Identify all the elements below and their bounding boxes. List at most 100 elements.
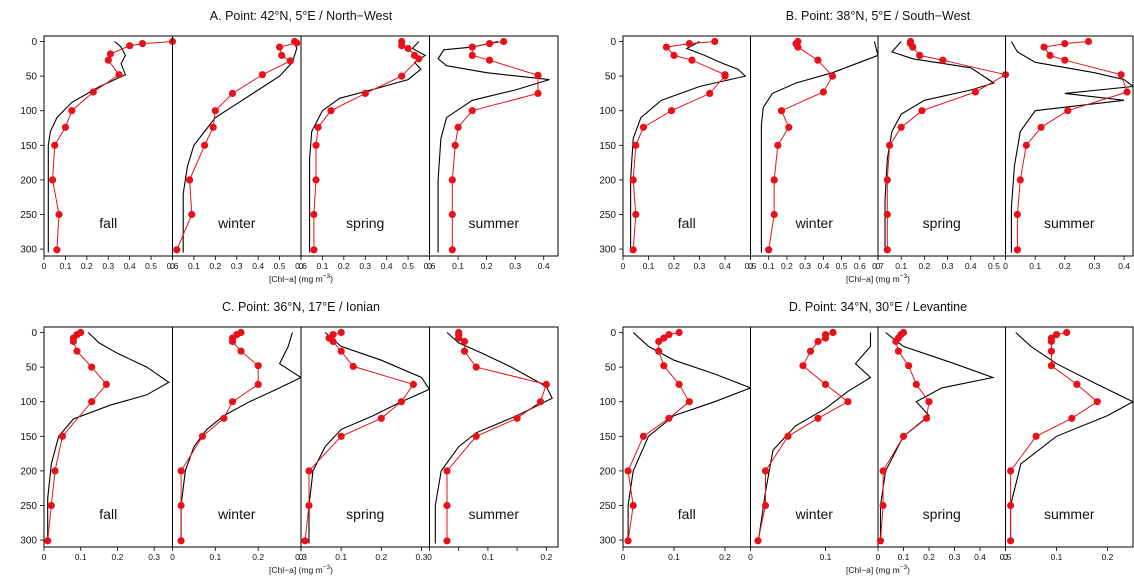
x-tick-label: 0.2 [918, 261, 930, 271]
data-point [883, 176, 891, 184]
data-point [1061, 56, 1069, 64]
data-point [675, 380, 683, 388]
x-axis-label: [Chl−a] (mg m−3) [269, 273, 333, 284]
y-tick-label: 300 [599, 245, 616, 256]
x-tick-label: 0.2 [668, 261, 680, 271]
data-point [201, 141, 209, 149]
x-tick-label: 0.2 [781, 261, 793, 271]
data-point [905, 362, 913, 370]
profile-line-model [1010, 332, 1133, 544]
data-point [844, 398, 852, 406]
x-tick-label: 0.1 [209, 552, 221, 562]
profile-line-model [437, 40, 550, 253]
x-tick-label: 0.3 [148, 552, 160, 562]
x-tick-label: 0 [170, 261, 175, 271]
data-point [258, 71, 266, 79]
x-tick-label: 0.1 [335, 552, 347, 562]
x-tick-label: 0.4 [965, 261, 977, 271]
season-panel-winter: 0 0.1 winter [748, 326, 879, 562]
data-point [1064, 107, 1072, 115]
x-tick-label: 0.5 [274, 261, 286, 271]
data-point [329, 337, 337, 346]
profile-line-model [180, 332, 301, 544]
data-point [49, 176, 57, 184]
profile-line-model [757, 332, 872, 544]
y-tick-label: 200 [599, 175, 616, 186]
data-point [177, 537, 185, 545]
season-panel-winter: 0 0.1 0.2 0.3 winter [170, 326, 307, 562]
x-tick-label: 0.1 [452, 261, 464, 271]
data-point [925, 398, 933, 406]
data-point [897, 123, 905, 131]
data-point [443, 467, 451, 475]
x-tick-label: 0.2 [252, 552, 264, 562]
season-label: fall [678, 506, 696, 522]
y-tick-label: 50 [605, 72, 617, 83]
data-point [173, 246, 181, 254]
data-point [55, 210, 63, 219]
chart-panel-1: B. Point: 38°N, 5°E / South−West 0 50 100 15… [599, 9, 1134, 284]
data-point [485, 56, 494, 64]
x-tick-label: 0.5 [402, 261, 414, 271]
data-point [337, 432, 345, 440]
y-tick-label: 250 [599, 501, 616, 512]
x-tick-label: 0.5 [1000, 552, 1012, 562]
data-point [305, 501, 313, 510]
data-point [655, 337, 663, 346]
profile-line-model [308, 332, 430, 544]
x-tick-label: 0 [748, 552, 753, 562]
data-point [632, 210, 640, 219]
chart-panel-2: C. Point: 36°N, 17°E / Ionian 0 50 100 150 20… [20, 300, 559, 575]
x-tick-label: 0.1 [75, 552, 87, 562]
data-point [310, 246, 318, 254]
data-point [536, 398, 545, 406]
panel-frame [429, 326, 559, 548]
x-tick-label: 0.1 [898, 552, 910, 562]
y-tick-label: 200 [599, 466, 616, 477]
data-point [106, 50, 114, 58]
season-label: summer [468, 506, 519, 522]
x-tick-label: 0.3 [949, 552, 961, 562]
data-point [761, 467, 770, 475]
data-point [665, 331, 673, 339]
data-point [69, 337, 77, 346]
x-tick-label: 0.3 [509, 261, 521, 271]
data-point [53, 246, 61, 254]
season-panel-summer: 0 0.1 0.2 summer [1003, 326, 1134, 562]
data-point [639, 432, 648, 440]
data-point [918, 107, 926, 115]
data-point [228, 89, 237, 97]
y-tick-label: 100 [599, 397, 616, 408]
data-point [472, 432, 480, 440]
x-tick-label: 0 [876, 552, 881, 562]
data-point [73, 347, 81, 355]
data-point [186, 176, 194, 184]
season-label: winter [217, 506, 256, 522]
data-point [58, 432, 66, 440]
season-label: spring [923, 506, 961, 522]
data-point [485, 40, 494, 48]
data-point [754, 537, 762, 545]
data-point [88, 363, 96, 371]
data-point [454, 123, 462, 131]
season-panel-spring: 0 0.1 0.2 0.3 0.4 0.5 spring [876, 35, 1010, 271]
profile-line-model [309, 41, 427, 253]
data-point [814, 56, 822, 64]
data-point [886, 141, 894, 149]
x-tick-label: 0.1 [668, 552, 680, 562]
data-point [312, 176, 320, 184]
data-point [448, 176, 456, 184]
data-point [88, 398, 96, 406]
data-point [220, 414, 228, 422]
data-point [922, 414, 931, 422]
x-tick-label: 0.7 [872, 261, 884, 271]
data-point [443, 537, 451, 545]
y-tick-label: 100 [20, 106, 37, 117]
y-tick-label: 100 [599, 106, 616, 117]
x-tick-label: 0.2 [923, 552, 935, 562]
season-label: fall [678, 215, 696, 231]
data-point [337, 347, 345, 355]
data-point [1022, 141, 1030, 149]
data-point [254, 380, 262, 388]
x-tick-label: 0.4 [1118, 261, 1130, 271]
